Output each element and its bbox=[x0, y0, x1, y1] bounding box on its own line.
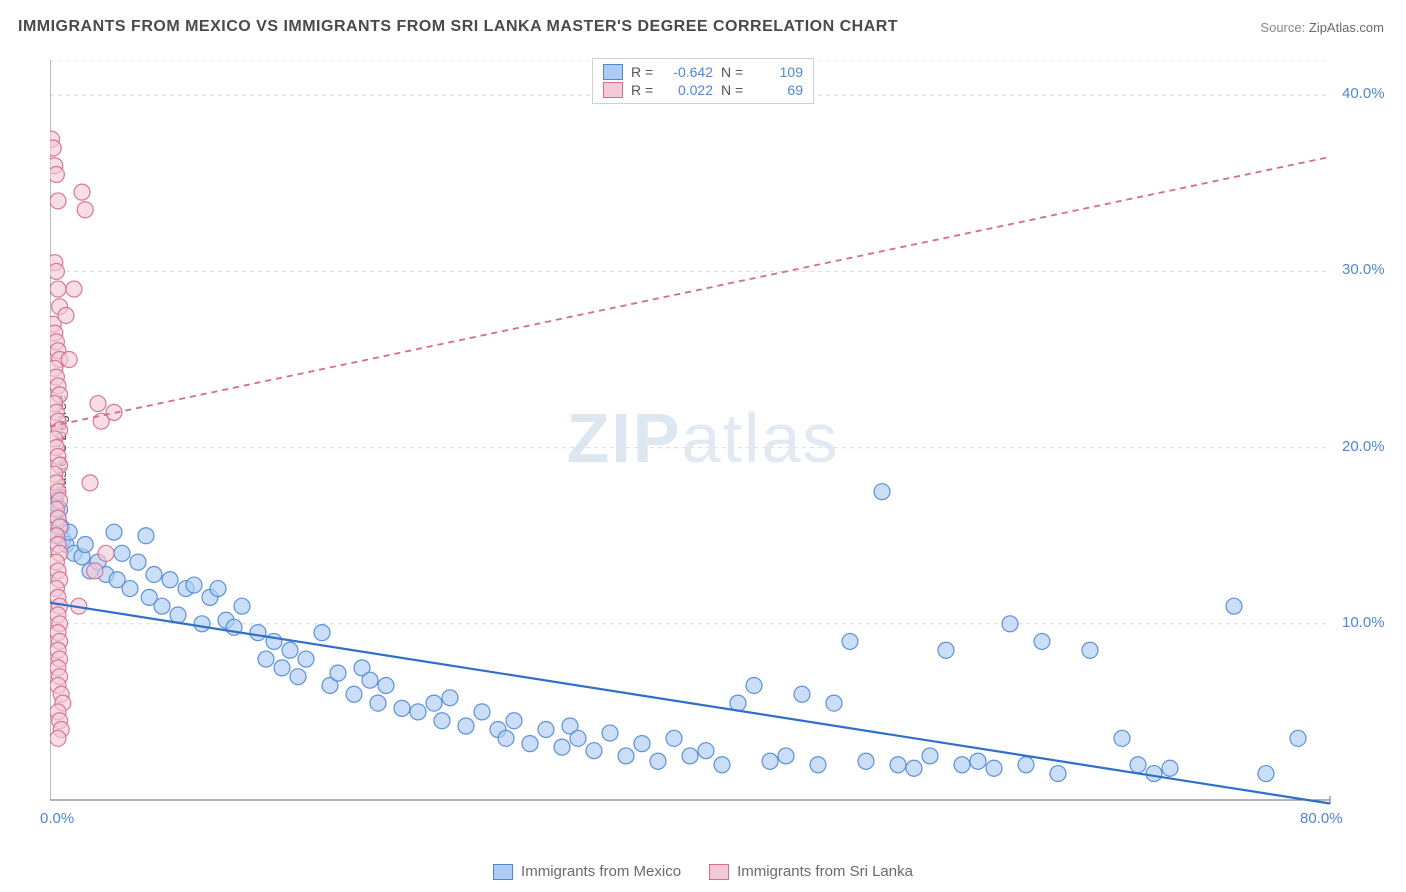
source-attribution: Source: ZipAtlas.com bbox=[1260, 20, 1384, 35]
r-value: -0.642 bbox=[663, 64, 713, 80]
stats-row-mexico: R = -0.642 N = 109 bbox=[603, 63, 803, 81]
r-label: R = bbox=[631, 82, 655, 98]
y-tick: 20.0% bbox=[1342, 438, 1385, 455]
n-label: N = bbox=[721, 82, 745, 98]
legend-label: Immigrants from Sri Lanka bbox=[737, 863, 913, 880]
n-label: N = bbox=[721, 64, 745, 80]
source-value: ZipAtlas.com bbox=[1309, 20, 1384, 35]
n-value: 109 bbox=[753, 64, 803, 80]
y-tick: 40.0% bbox=[1342, 85, 1385, 102]
n-value: 69 bbox=[753, 82, 803, 98]
r-value: 0.022 bbox=[663, 82, 713, 98]
x-tick-min: 0.0% bbox=[40, 810, 74, 827]
scatter-plot bbox=[50, 60, 1370, 840]
stats-row-srilanka: R = 0.022 N = 69 bbox=[603, 81, 803, 99]
series-legend: Immigrants from Mexico Immigrants from S… bbox=[493, 863, 913, 880]
swatch-icon bbox=[493, 864, 513, 880]
stats-legend: R = -0.642 N = 109 R = 0.022 N = 69 bbox=[592, 58, 814, 104]
legend-label: Immigrants from Mexico bbox=[521, 863, 681, 880]
source-label: Source: bbox=[1260, 20, 1305, 35]
r-label: R = bbox=[631, 64, 655, 80]
swatch-icon bbox=[709, 864, 729, 880]
y-tick: 10.0% bbox=[1342, 614, 1385, 631]
swatch-icon bbox=[603, 64, 623, 80]
y-tick: 30.0% bbox=[1342, 261, 1385, 278]
chart-title: IMMIGRANTS FROM MEXICO VS IMMIGRANTS FRO… bbox=[18, 18, 898, 36]
legend-item-srilanka: Immigrants from Sri Lanka bbox=[709, 863, 913, 880]
x-tick-max: 80.0% bbox=[1300, 810, 1343, 827]
legend-item-mexico: Immigrants from Mexico bbox=[493, 863, 681, 880]
swatch-icon bbox=[603, 82, 623, 98]
